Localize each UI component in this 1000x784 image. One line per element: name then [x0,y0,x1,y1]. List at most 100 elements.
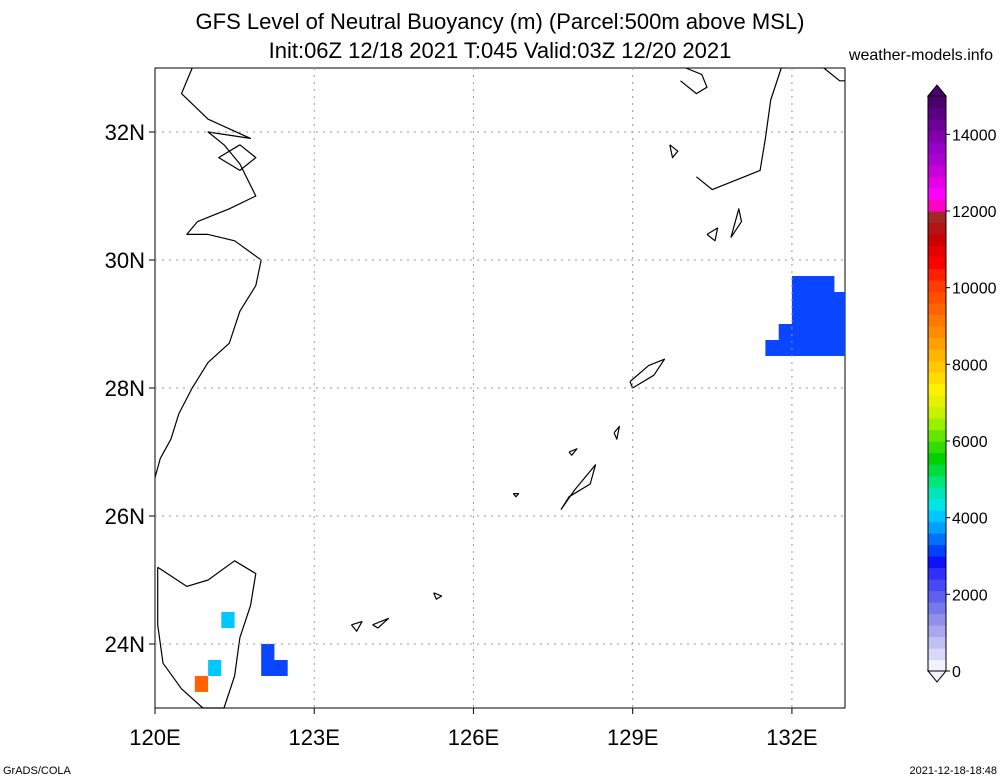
colorbar-swatch [928,625,946,638]
colorbar-swatch [928,418,946,431]
colorbar-max-arrow [926,84,948,97]
colorbar-swatch [928,395,946,408]
colorbar-swatch [928,521,946,534]
lat-tick-label: 26N [105,504,145,529]
map-title: GFS Level of Neutral Buoyancy (m) (Parce… [196,9,805,34]
colorbar-swatch [928,464,946,477]
colorbar-swatch [928,441,946,454]
colorbar-swatch [928,349,946,362]
coastline-5 [372,617,390,629]
colorbar-swatch [928,648,946,661]
coastline-10 [568,448,578,456]
colorbar-swatch [928,188,946,201]
lon-tick-label: 129E [607,725,658,750]
footer-right: 2021-12-18-18:48 [910,765,997,777]
colorbar-label: 0 [952,664,961,681]
coastline-11 [706,227,719,242]
coastline-12 [730,208,743,238]
colorbar-swatch [928,165,946,178]
coastline-13 [696,67,782,191]
colorbar-swatch [928,142,946,155]
colorbar-label: 8000 [952,357,988,374]
shaded-areas [194,276,845,692]
colorbar-swatch [928,234,946,247]
colorbar-label: 12000 [952,204,997,221]
colorbar-swatch [928,107,946,120]
colorbar-swatch [928,119,946,132]
blue-patch-east [765,276,845,356]
colorbar-swatch [928,556,946,569]
colorbar-swatch [928,326,946,339]
lat-tick-label: 28N [105,376,145,401]
colorbar-swatch [928,567,946,580]
colorbar-swatch [928,602,946,615]
colorbar-swatch [928,199,946,212]
colorbar-swatch [928,487,946,500]
colorbar-swatch [928,268,946,281]
lat-tick-label: 30N [105,248,145,273]
colorbar-swatch [928,96,946,109]
colorbar-swatch [928,406,946,419]
colorbar-swatch [928,372,946,385]
grid-lines [155,68,845,708]
colorbar-swatch [928,613,946,626]
colorbar-swatch [928,590,946,603]
colorbar-swatch [928,579,946,592]
colorbar-swatch [928,222,946,235]
colorbar-label: 10000 [952,281,997,298]
footer-left: GrADS/COLA [3,765,72,777]
colorbar-swatch [928,452,946,465]
coastline-9 [613,425,621,440]
colorbar-swatch [928,153,946,166]
coastline-0 [154,67,262,478]
colorbar-swatch [928,176,946,189]
colorbar-swatch [928,245,946,258]
lon-tick-label: 132E [766,725,817,750]
rainbow-patch-3 [194,676,209,692]
colorbar-label: 2000 [952,587,988,604]
colorbar-swatch [928,510,946,523]
coastline-8 [512,493,520,498]
site-label: weather-models.info [848,47,993,64]
colorbar-swatch [928,475,946,488]
colorbar-swatch [928,533,946,546]
colorbar-swatch [928,498,946,511]
blue-patch-southwest [261,644,288,676]
colorbar-swatch [928,383,946,396]
colorbar-swatch [928,211,946,224]
axis-ticks: 120E 123E 126E 129E 132E 24N 26N 28N 30N 32N [105,120,818,750]
colorbar-swatch [928,303,946,316]
colorbar-label: 6000 [952,434,988,451]
coastline-1 [218,144,257,171]
map-subtitle: Init:06Z 12/18 2021 T:045 Valid:03Z 12/2… [269,38,732,63]
colorbar-label: 4000 [952,511,988,528]
lat-tick-label: 32N [105,120,145,145]
colorbar-swatch [928,659,946,672]
lat-tick-label: 24N [105,632,145,657]
colorbar-swatch [928,130,946,143]
coastline-4 [629,358,666,389]
colorbar: 0 2000 4000 6000 8000 10000 12000 14000 [926,84,997,683]
colorbar-swatch [928,429,946,442]
coastline-6 [350,620,363,632]
coastline-7 [433,592,443,600]
coastline-15 [823,67,845,82]
lon-tick-label: 126E [448,725,499,750]
colorbar-swatch [928,360,946,373]
colorbar-swatch [928,257,946,270]
colorbar-swatch [928,291,946,304]
colorbar-frame [927,95,947,672]
colorbar-label: 14000 [952,127,997,144]
coastlines [154,67,845,709]
colorbar-swatch [928,636,946,649]
coastline-14 [680,67,708,95]
coastline-2 [157,560,257,709]
coastline-16 [669,144,679,159]
colorbar-swatch [928,544,946,557]
lon-tick-label: 123E [289,725,340,750]
lon-tick-label: 120E [129,725,180,750]
coastline-3 [560,464,597,510]
rainbow-patch-1 [221,612,235,628]
